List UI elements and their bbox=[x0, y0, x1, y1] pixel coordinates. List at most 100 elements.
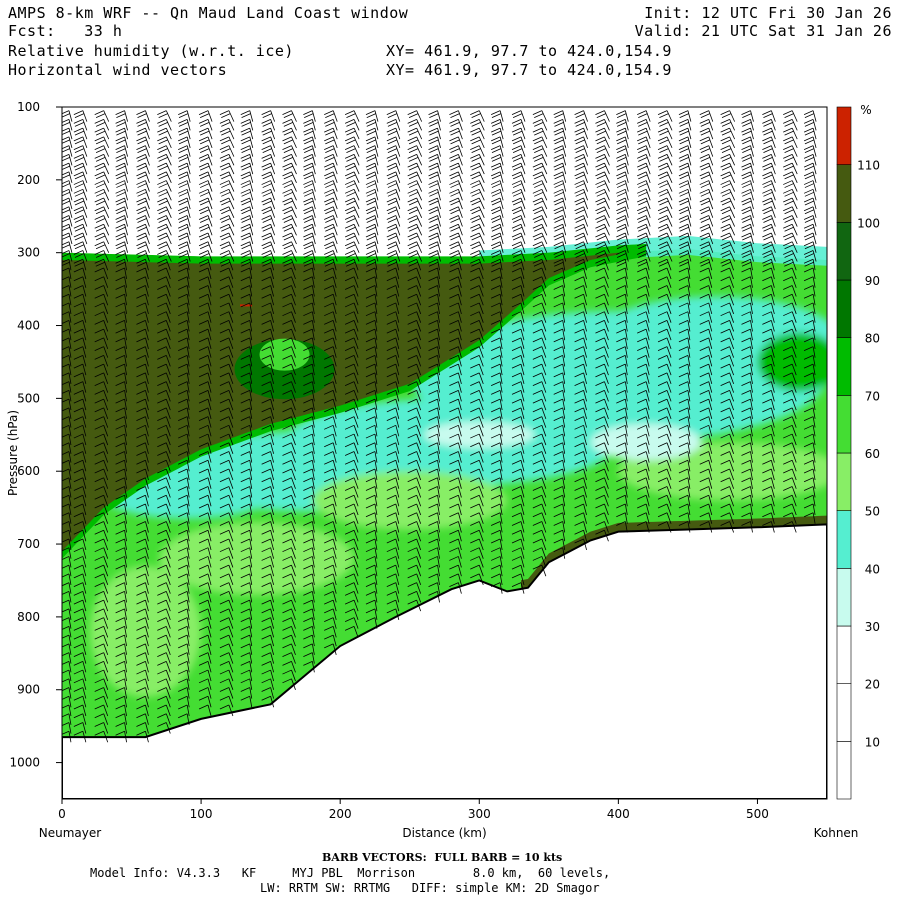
wind-barb bbox=[541, 512, 547, 524]
wind-barb-flag bbox=[595, 503, 605, 509]
wind-barb-flag bbox=[157, 363, 167, 369]
wind-barb bbox=[645, 512, 650, 524]
wind-barb-flag bbox=[365, 320, 376, 325]
wind-barb bbox=[186, 162, 191, 175]
wind-barb bbox=[395, 433, 400, 446]
wind-barb-flag bbox=[303, 433, 313, 439]
wind-barb-flag bbox=[178, 188, 188, 194]
wind-barb bbox=[478, 302, 484, 315]
wind-barb bbox=[165, 294, 171, 306]
wind-barb-flag bbox=[678, 459, 689, 465]
wind-barb-flag bbox=[741, 477, 751, 483]
wind-barb-flag bbox=[261, 311, 271, 317]
wind-barb-flag bbox=[178, 599, 188, 605]
wind-barb-flag bbox=[136, 521, 146, 526]
wind-barb-flag bbox=[803, 381, 814, 386]
wind-barb bbox=[750, 442, 753, 454]
wind-barb-flag bbox=[511, 153, 522, 159]
wind-barb-flag bbox=[763, 174, 773, 180]
wind-barb-flag bbox=[94, 660, 104, 666]
wind-barb bbox=[562, 390, 566, 402]
wind-barb bbox=[395, 294, 400, 306]
wind-barb bbox=[791, 320, 797, 332]
wind-barb bbox=[750, 110, 754, 122]
wind-barb bbox=[604, 329, 609, 341]
wind-barb-flag bbox=[532, 529, 543, 535]
wind-barb-flag bbox=[325, 122, 335, 127]
wind-barb-flag bbox=[449, 127, 459, 133]
wind-barb bbox=[666, 285, 672, 297]
wind-barb bbox=[499, 180, 504, 192]
wind-barb-flag bbox=[762, 433, 772, 439]
wind-barb-flag bbox=[137, 122, 147, 127]
wind-barb-flag bbox=[303, 468, 313, 474]
wind-barb-flag bbox=[346, 139, 356, 145]
wind-barb-flag bbox=[240, 451, 250, 456]
wind-barb bbox=[353, 215, 360, 227]
wind-barb-flag bbox=[407, 285, 417, 290]
wind-barb bbox=[291, 538, 296, 551]
wind-barb bbox=[499, 486, 503, 498]
wind-barb-flag bbox=[803, 355, 814, 360]
wind-barb bbox=[82, 468, 87, 481]
wind-barb bbox=[249, 119, 254, 131]
wind-barb-flag bbox=[178, 276, 188, 282]
wind-barb bbox=[458, 442, 462, 454]
wind-barb-flag bbox=[115, 215, 125, 220]
wind-barb-flag bbox=[324, 127, 334, 133]
wind-barb bbox=[103, 285, 109, 297]
wind-barb-flag bbox=[178, 433, 188, 439]
wind-barb bbox=[249, 547, 253, 559]
wind-barb-flag bbox=[324, 617, 334, 622]
wind-barb bbox=[186, 302, 190, 315]
wind-barb-flag bbox=[678, 293, 689, 299]
wind-barb-flag bbox=[178, 183, 189, 188]
wind-barb-flag bbox=[386, 302, 396, 308]
wind-barb bbox=[666, 110, 673, 122]
wind-barb bbox=[687, 477, 691, 489]
wind-barb bbox=[750, 399, 753, 411]
wind-barb bbox=[708, 381, 713, 393]
wind-barb bbox=[207, 302, 212, 315]
wind-barb bbox=[103, 302, 109, 315]
wind-barb bbox=[145, 127, 150, 140]
wind-barb bbox=[82, 556, 87, 568]
wind-barb bbox=[541, 294, 547, 306]
wind-barb-flag bbox=[762, 145, 772, 150]
wind-barb-flag bbox=[73, 599, 84, 605]
wind-barb bbox=[165, 372, 171, 385]
wind-barb bbox=[708, 311, 713, 323]
wind-barb-flag bbox=[221, 183, 231, 188]
wind-barb bbox=[604, 110, 610, 122]
wind-barb-flag bbox=[553, 398, 563, 404]
wind-barb bbox=[770, 276, 775, 288]
wind-barb bbox=[374, 329, 378, 341]
wind-barb-flag bbox=[804, 191, 815, 197]
wind-barb-flag bbox=[137, 200, 147, 206]
wind-barb bbox=[395, 372, 400, 384]
wind-barb-flag bbox=[803, 188, 814, 194]
wind-barb-flag bbox=[62, 206, 70, 211]
wind-barb bbox=[645, 477, 650, 489]
wind-barb-flag bbox=[115, 261, 126, 267]
wind-barb-flag bbox=[136, 232, 146, 238]
wind-barb bbox=[562, 468, 566, 481]
wind-barb-flag bbox=[471, 139, 481, 145]
wind-barb-flag bbox=[282, 468, 292, 474]
wind-barb-flag bbox=[720, 250, 730, 255]
wind-barb-flag bbox=[720, 416, 730, 421]
wind-barb bbox=[186, 582, 190, 594]
wind-barb-flag bbox=[678, 188, 689, 194]
wind-barb bbox=[311, 250, 316, 262]
wind-barb bbox=[124, 136, 128, 148]
wind-barb-flag bbox=[742, 200, 752, 206]
wind-barb-flag bbox=[470, 328, 480, 334]
wind-barb-flag bbox=[303, 197, 313, 203]
rh-cell bbox=[757, 332, 827, 392]
wind-barb-flag bbox=[678, 503, 689, 509]
wind-barb bbox=[165, 136, 172, 149]
wind-barb bbox=[165, 617, 171, 629]
wind-barb bbox=[687, 381, 691, 393]
wind-barb-flag bbox=[553, 407, 563, 413]
wind-barb-flag bbox=[741, 494, 751, 500]
